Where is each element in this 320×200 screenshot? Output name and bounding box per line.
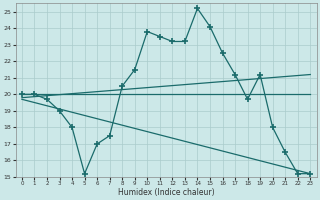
X-axis label: Humidex (Indice chaleur): Humidex (Indice chaleur): [118, 188, 214, 197]
